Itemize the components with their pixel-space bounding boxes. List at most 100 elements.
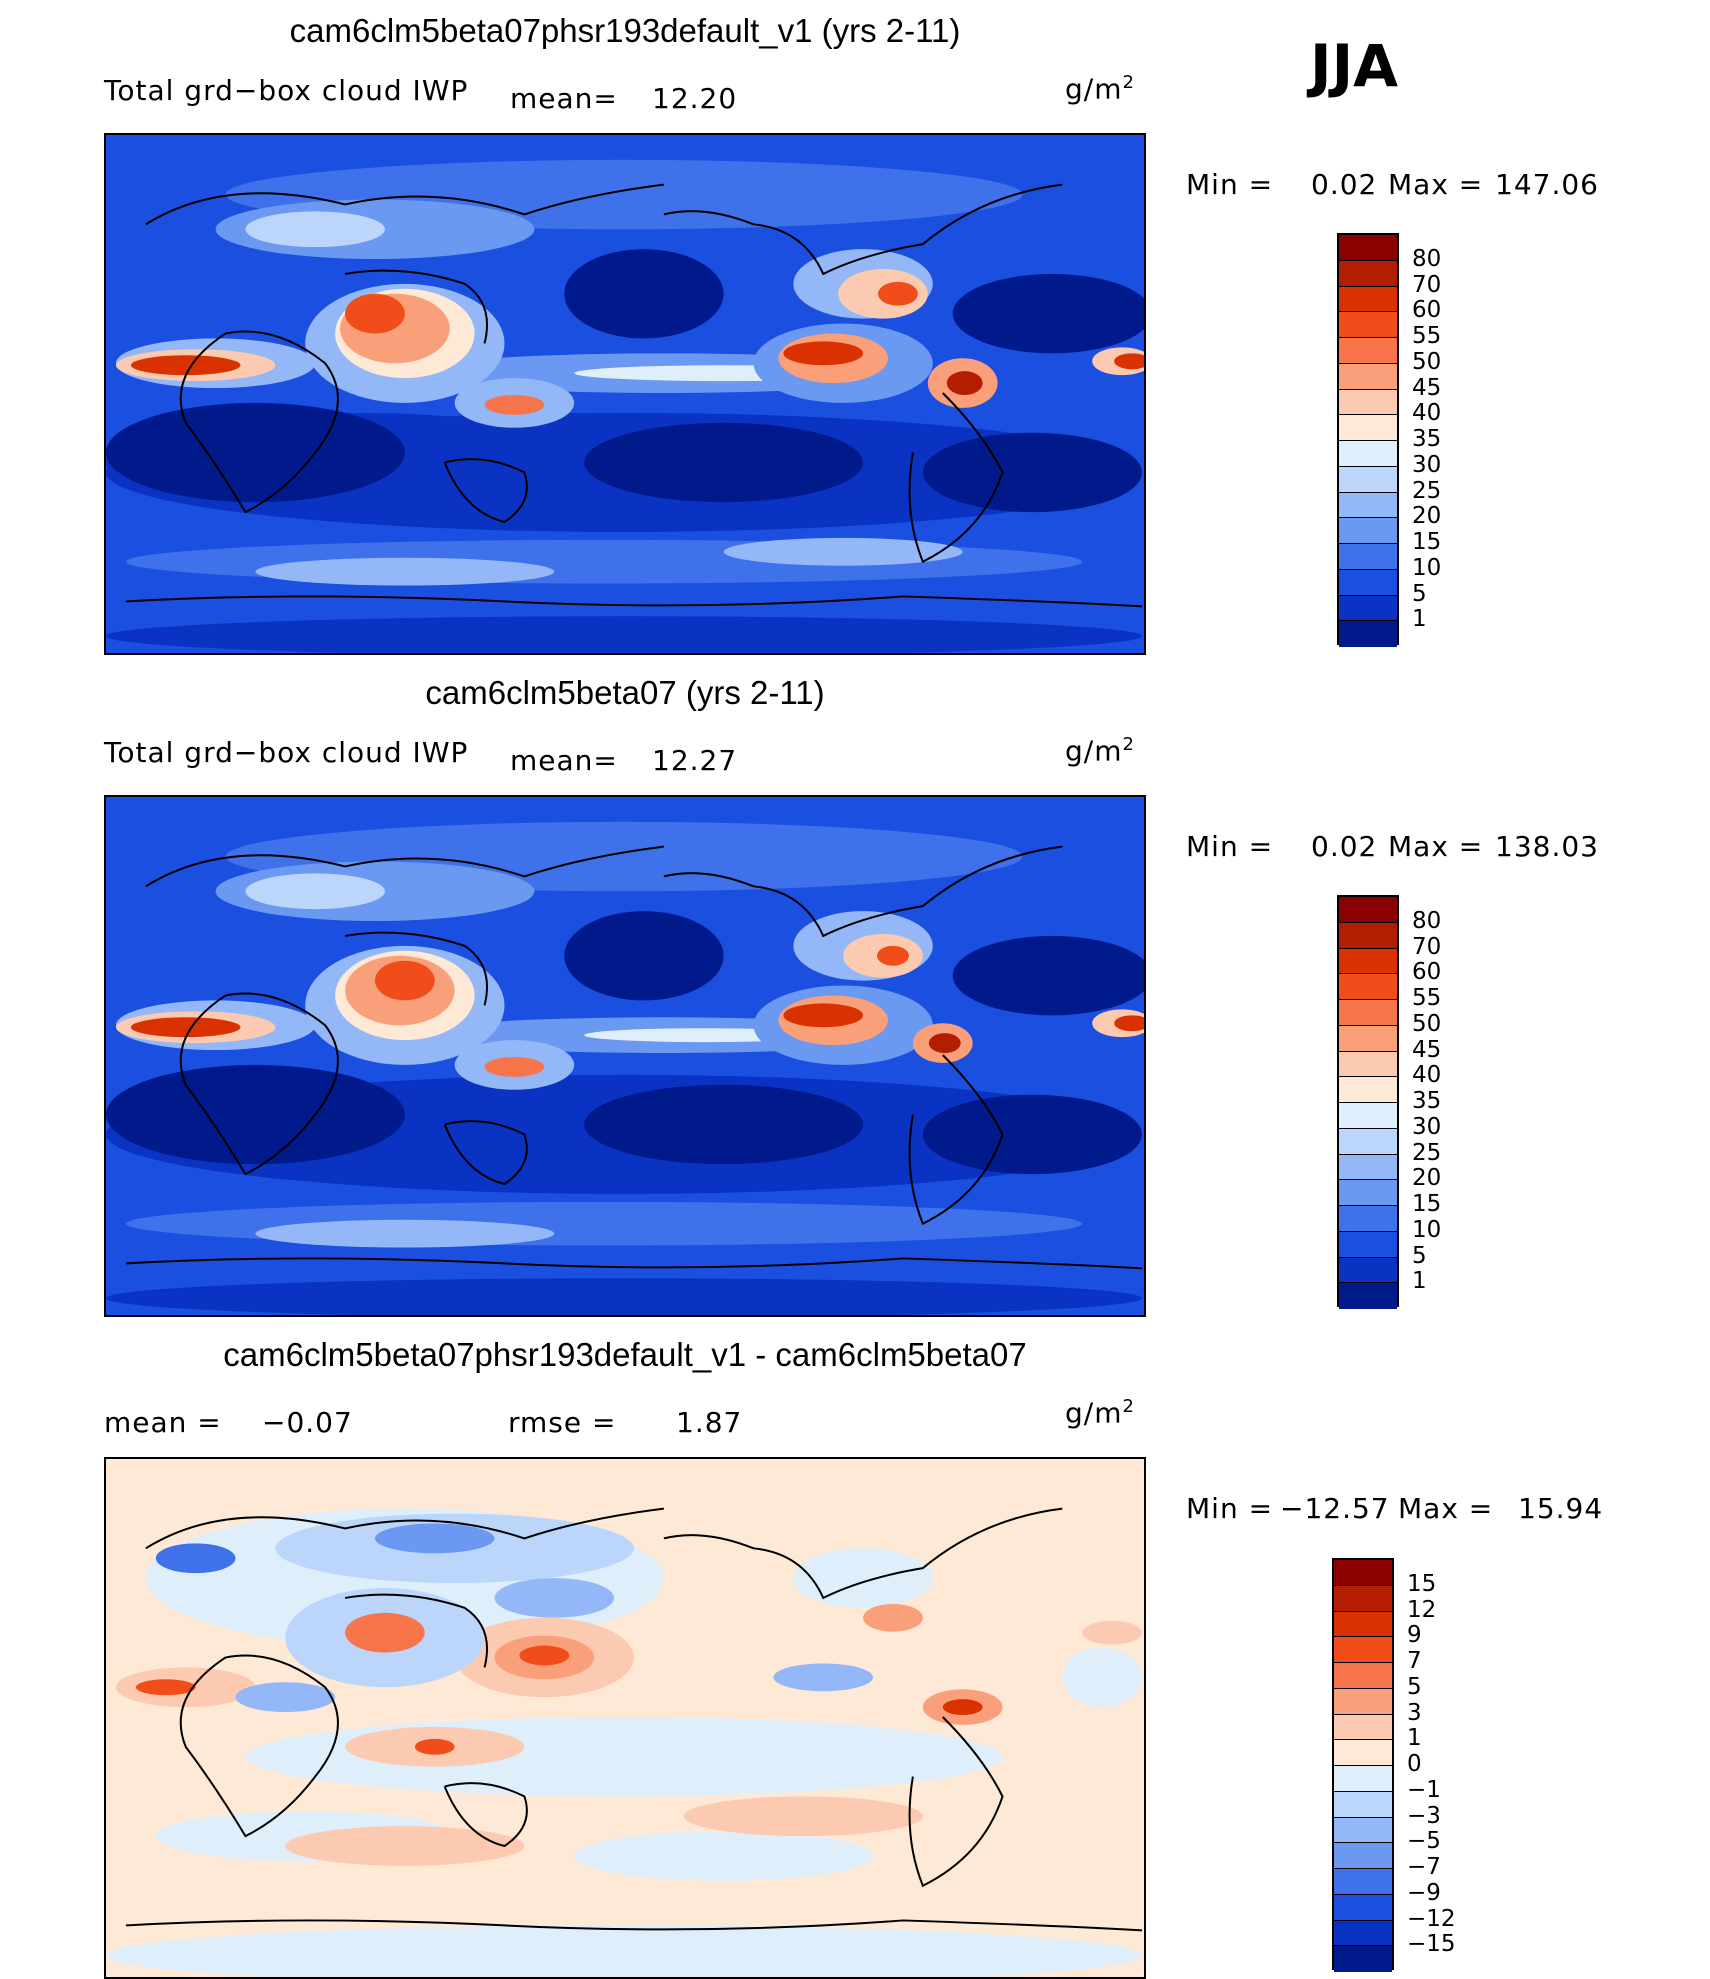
- colorbar-tick-label: 15: [1407, 1570, 1437, 1597]
- colorbar-bin: [1339, 1077, 1397, 1103]
- colorbar-tick-label: 45: [1412, 374, 1442, 401]
- colorbar-bin: [1339, 948, 1397, 975]
- colorbar-bin: [1339, 260, 1397, 287]
- colorbar-tick-label: 25: [1412, 1139, 1442, 1166]
- colorbar-tick-label: −15: [1407, 1931, 1456, 1958]
- colorbar-tick-label: 80: [1412, 907, 1442, 934]
- panel-3-rmse-label: rmse =: [508, 1406, 617, 1439]
- panel-2-title: cam6clm5beta07 (yrs 2-11): [425, 674, 825, 711]
- colorbar-bin: [1339, 286, 1397, 313]
- season-label: JJA: [1310, 32, 1399, 100]
- colorbar-tick-label: 35: [1412, 1088, 1442, 1114]
- colorbar-tick-label: 35: [1412, 426, 1442, 452]
- colorbar-bin: [1334, 1946, 1392, 1972]
- colorbar-tick-label: 7: [1407, 1648, 1422, 1674]
- colorbar-bin: [1339, 235, 1397, 261]
- colorbar-bin: [1334, 1791, 1392, 1818]
- colorbar-bin: [1334, 1740, 1392, 1766]
- panel-2-mean-label: mean=: [510, 744, 618, 777]
- colorbar-tick-label: 50: [1412, 1010, 1442, 1037]
- panel-2-colorbar: [1337, 895, 1399, 1309]
- panel-1-title: cam6clm5beta07phsr193default_v1 (yrs 2-1…: [289, 12, 961, 49]
- panel-3-colorbar-labels: 15 12 9 7 5 3 1 0 −1 −3 −5 −7 −9 −12 −15: [1407, 1558, 1487, 1970]
- panel-3-max-label: Max =: [1398, 1492, 1494, 1525]
- colorbar-bin: [1339, 1257, 1397, 1284]
- colorbar-tick-label: 5: [1412, 1242, 1427, 1269]
- colorbar-bin: [1339, 595, 1397, 622]
- colorbar-tick-label: −9: [1407, 1879, 1441, 1906]
- colorbar-tick-label: 60: [1412, 959, 1442, 986]
- colorbar-tick-label: 5: [1407, 1673, 1422, 1700]
- colorbar-bin: [1334, 1611, 1392, 1638]
- colorbar-tick-label: 45: [1412, 1036, 1442, 1063]
- colorbar-tick-label: 20: [1412, 503, 1442, 530]
- panel-3-max-value: 15.94: [1518, 1492, 1604, 1525]
- colorbar-tick-label: 20: [1412, 1165, 1442, 1192]
- colorbar-bin: [1339, 1025, 1397, 1052]
- colorbar-tick-label: 1: [1412, 1268, 1427, 1295]
- colorbar-tick-label: 70: [1412, 933, 1442, 960]
- colorbar-tick-label: 40: [1412, 1062, 1442, 1089]
- panel-3-title: cam6clm5beta07phsr193default_v1 - cam6cl…: [223, 1336, 1027, 1373]
- colorbar-bin: [1339, 441, 1397, 467]
- colorbar-bin: [1334, 1869, 1392, 1895]
- panel-3-map-field: [106, 1459, 1144, 1977]
- colorbar-bin: [1339, 1180, 1397, 1206]
- panel-1-mean-value: 12.20: [652, 82, 738, 115]
- panel-2-min-label: Min =: [1186, 830, 1274, 863]
- colorbar-tick-label: −12: [1407, 1905, 1456, 1932]
- colorbar-tick-label: 60: [1412, 297, 1442, 324]
- colorbar-tick-label: 30: [1412, 1113, 1442, 1140]
- colorbar-tick-label: 10: [1412, 554, 1442, 581]
- panel-1-max-label: Max =: [1388, 168, 1484, 201]
- colorbar-bin: [1339, 974, 1397, 1000]
- colorbar-bin: [1339, 922, 1397, 949]
- panel-3-units: g/m2: [1065, 1396, 1135, 1430]
- colorbar-bin: [1339, 415, 1397, 441]
- colorbar-tick-label: 70: [1412, 271, 1442, 298]
- colorbar-tick-label: −1: [1407, 1776, 1441, 1803]
- colorbar-tick-label: 50: [1412, 348, 1442, 375]
- panel-1-field-label: Total grd−box cloud IWP: [104, 74, 469, 107]
- colorbar-bin: [1339, 1051, 1397, 1078]
- colorbar-bin: [1334, 1560, 1392, 1586]
- panel-1-colorbar: [1337, 233, 1399, 647]
- panel-1-max-value: 147.06: [1495, 168, 1599, 201]
- panel-3-min-value: −12.57: [1280, 1492, 1390, 1525]
- colorbar-tick-label: 10: [1412, 1216, 1442, 1243]
- panel-1-units: g/m2: [1065, 72, 1135, 106]
- colorbar-bin: [1339, 1000, 1397, 1026]
- colorbar-bin: [1334, 1637, 1392, 1663]
- colorbar-bin: [1334, 1688, 1392, 1715]
- panel-3-mean-value: −0.07: [262, 1406, 353, 1439]
- panel-2-colorbar-labels: 80 70 60 55 50 45 40 35 30 25 20 15 10 5 1: [1412, 895, 1472, 1307]
- colorbar-tick-label: 55: [1412, 985, 1442, 1011]
- panel-2-mean-value: 12.27: [652, 744, 738, 777]
- colorbar-bin: [1339, 897, 1397, 923]
- panel-2-field-label: Total grd−box cloud IWP: [104, 736, 469, 769]
- colorbar-bin: [1339, 338, 1397, 364]
- panel-1-mean-label: mean=: [510, 82, 618, 115]
- panel-1-min-value: 0.02: [1311, 168, 1378, 201]
- colorbar-bin: [1339, 569, 1397, 596]
- colorbar-bin: [1334, 1817, 1392, 1844]
- colorbar-bin: [1339, 1231, 1397, 1258]
- colorbar-tick-label: 15: [1412, 1191, 1442, 1217]
- colorbar-bin: [1334, 1843, 1392, 1869]
- colorbar-tick-label: 40: [1412, 400, 1442, 427]
- colorbar-tick-label: 55: [1412, 323, 1442, 349]
- colorbar-bin: [1339, 1154, 1397, 1181]
- colorbar-bin: [1334, 1585, 1392, 1612]
- panel-2-max-value: 138.03: [1495, 830, 1599, 863]
- colorbar-bin: [1334, 1663, 1392, 1689]
- colorbar-tick-label: 15: [1412, 529, 1442, 555]
- colorbar-bin: [1339, 312, 1397, 338]
- panel-3-map: [104, 1457, 1146, 1979]
- colorbar-tick-label: 9: [1407, 1622, 1422, 1649]
- colorbar-bin: [1334, 1766, 1392, 1792]
- colorbar-bin: [1334, 1920, 1392, 1947]
- colorbar-tick-label: 12: [1407, 1596, 1437, 1623]
- panel-3-colorbar: [1332, 1558, 1394, 1972]
- panel-3-rmse-value: 1.87: [676, 1406, 743, 1439]
- colorbar-tick-label: 30: [1412, 451, 1442, 478]
